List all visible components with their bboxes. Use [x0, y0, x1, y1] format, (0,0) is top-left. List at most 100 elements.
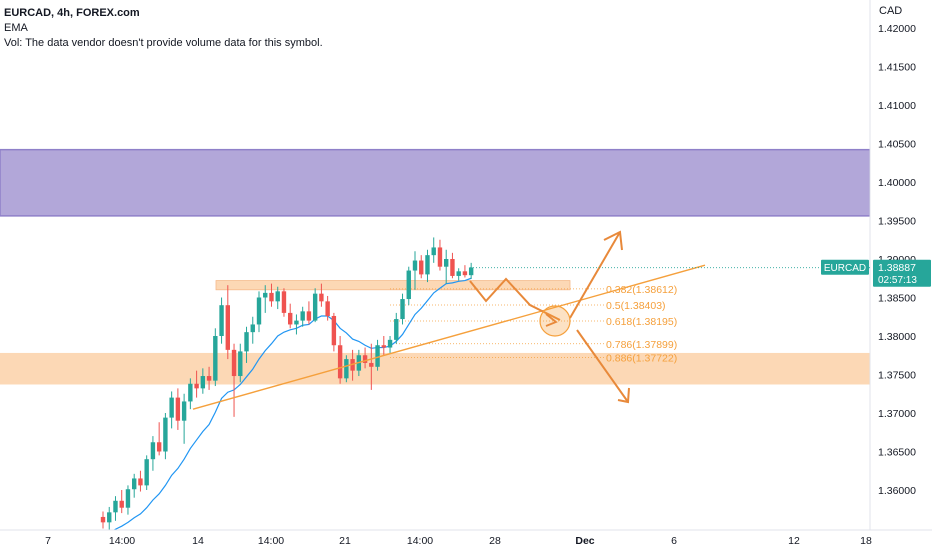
candle-up: [312, 293, 318, 321]
candle-up: [107, 512, 112, 523]
currency-label: CAD: [879, 5, 903, 17]
fib-level-label: 0.382(1.38612): [606, 284, 677, 296]
fib-level-label: 0.618(1.38195): [606, 316, 677, 328]
trendline: [192, 264, 706, 410]
candles-layer: [100, 237, 474, 533]
candle-up: [456, 271, 461, 276]
ema-layer: [102, 277, 472, 537]
price-tick-label: 1.37000: [878, 408, 916, 420]
time-tick-label: 14: [192, 535, 204, 547]
time-tick-label: 7: [45, 535, 51, 547]
bullish-arrow-line: [569, 231, 621, 319]
candle-down: [138, 478, 143, 486]
candle-down: [362, 355, 368, 363]
candle-down: [231, 349, 237, 377]
time-axis-bg: [0, 530, 932, 550]
candle-down: [194, 383, 199, 389]
fib-level-label: 0.886(1.37722): [606, 352, 677, 364]
candle-down: [269, 292, 274, 302]
price-tick-label: 1.36000: [878, 485, 916, 497]
candle-down: [337, 345, 343, 379]
time-tick-label: 14:00: [407, 535, 433, 547]
candle-up: [444, 259, 449, 267]
price-tick-label: 1.38500: [878, 293, 916, 305]
support-zone: [0, 352, 870, 385]
candle-down: [206, 376, 212, 381]
price-tick-label: 1.39500: [878, 216, 916, 228]
candle-up: [113, 500, 118, 513]
symbol-title[interactable]: EURCAD, 4h, FOREX.com: [4, 7, 140, 19]
candle-up: [275, 291, 280, 302]
target-arrow: [545, 313, 558, 327]
candle-down: [331, 315, 337, 346]
fib-level-label: 0.786(1.37899): [606, 339, 677, 351]
bearish-arrow-head: [617, 387, 630, 404]
candle-up: [144, 459, 149, 486]
fibonacci-layer: 0.382(1.38612) 0.5(1.38403) 0.618(1.38195)…: [390, 284, 677, 364]
price-tick-label: 1.37500: [878, 370, 916, 382]
candle-up: [400, 299, 405, 320]
candle-up: [219, 305, 224, 336]
candle-up: [263, 292, 268, 298]
candle-up: [238, 351, 243, 377]
candle-up: [125, 489, 131, 508]
time-tick-label: Dec: [575, 535, 594, 547]
candle-up: [181, 401, 187, 421]
symbol-tag-text: EURCAD: [824, 263, 866, 274]
candle-down: [437, 247, 443, 267]
time-tick-label: 14:00: [109, 535, 135, 547]
drawings-layer: [192, 230, 706, 410]
candle-down: [281, 291, 287, 313]
time-tick-label: 18: [860, 535, 872, 547]
candle-down: [119, 500, 124, 508]
price-tick-label: 1.41000: [878, 100, 916, 112]
candle-up: [431, 247, 436, 256]
candle-down: [325, 301, 330, 316]
candle-up: [406, 270, 411, 300]
candle-down: [450, 259, 455, 276]
candle-up: [300, 311, 305, 321]
candle-down: [369, 362, 374, 367]
volume-note: Vol: The data vendor doesn't provide vol…: [4, 37, 323, 49]
symbol-tag-bg: [821, 259, 869, 275]
candle-down: [419, 260, 424, 275]
time-tick-label: 6: [671, 535, 677, 547]
candle-up: [344, 359, 349, 379]
projected-path: [469, 277, 561, 321]
candle-up: [387, 339, 393, 348]
time-axis-layer: 7 14:00 14 14:00 21 14:00 28 Dec 6 12 18: [0, 529, 932, 550]
candle-up: [132, 478, 137, 490]
zones-layer: [0, 148, 871, 385]
price-tick-label: 1.38000: [878, 331, 916, 343]
candle-up: [188, 383, 193, 402]
candle-down: [319, 293, 324, 302]
candle-up: [394, 319, 399, 340]
candle-up: [375, 345, 380, 367]
ema-indicator-label[interactable]: EMA: [4, 22, 28, 34]
bullish-arrow-head: [603, 230, 623, 251]
candle-down: [462, 271, 468, 276]
candle-up: [213, 336, 218, 381]
candle-up: [468, 267, 474, 276]
price-tick-label: 1.36500: [878, 447, 916, 459]
fib-level-label: 0.5(1.38403): [606, 300, 666, 312]
price-tag-bg: [873, 259, 931, 287]
price-tick-label: 1.40500: [878, 139, 916, 151]
candle-up: [150, 442, 156, 460]
candle-up: [200, 376, 206, 389]
chart-legend: EURCAD, 4h, FOREX.com EMA Vol: The data …: [4, 6, 323, 51]
candle-down: [100, 516, 106, 523]
time-tick-label: 14:00: [258, 535, 284, 547]
time-tick-label: 12: [788, 535, 800, 547]
time-tick-label: 21: [339, 535, 351, 547]
price-tick-label: 1.42000: [878, 23, 916, 35]
price-tick-label: 1.40000: [878, 177, 916, 189]
candle-up: [425, 255, 430, 275]
candle-down: [175, 397, 181, 421]
candle-up: [256, 297, 262, 325]
candle-down: [156, 442, 162, 452]
ema-line: [102, 277, 472, 537]
candle-up: [244, 332, 249, 352]
